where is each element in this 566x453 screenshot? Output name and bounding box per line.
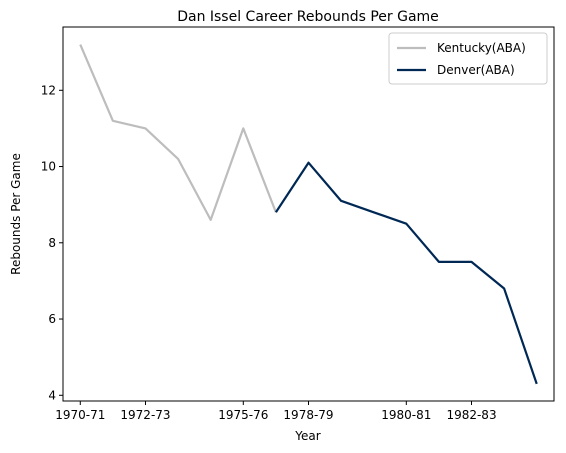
x-tick-label: 1980-81 bbox=[381, 408, 431, 422]
y-tick-label: 8 bbox=[48, 236, 56, 250]
series-lines bbox=[79, 44, 538, 385]
plot-area bbox=[62, 26, 555, 402]
y-axis-label: Rebounds Per Game bbox=[9, 153, 23, 275]
x-axis-ticks: 1970-71 1972-73 1975-76 1978-79 1980-81 1982-… bbox=[55, 401, 497, 422]
x-tick-label: 1970-71 bbox=[55, 408, 105, 422]
x-tick-label: 1982-83 bbox=[446, 408, 496, 422]
series-line-kentucky-aba bbox=[79, 44, 277, 222]
y-tick-label: 12 bbox=[41, 83, 56, 97]
x-tick-label: 1972-73 bbox=[120, 408, 170, 422]
chart-title: Dan Issel Career Rebounds Per Game bbox=[177, 9, 439, 25]
y-axis-ticks: 4 6 8 10 12 bbox=[41, 83, 63, 402]
legend-label-kentucky: Kentucky(ABA) bbox=[437, 41, 526, 55]
legend-box bbox=[388, 32, 548, 85]
series-line-denver-aba bbox=[274, 161, 538, 385]
legend: Kentucky(ABA) Denver(ABA) bbox=[388, 32, 548, 85]
y-tick-label: 6 bbox=[48, 312, 56, 326]
y-tick-label: 10 bbox=[41, 160, 56, 174]
legend-label-denver: Denver(ABA) bbox=[437, 63, 515, 77]
x-tick-label: 1978-79 bbox=[283, 408, 333, 422]
x-axis-label: Year bbox=[294, 429, 320, 443]
x-tick-label: 1975-76 bbox=[218, 408, 268, 422]
y-tick-label: 4 bbox=[48, 388, 56, 402]
